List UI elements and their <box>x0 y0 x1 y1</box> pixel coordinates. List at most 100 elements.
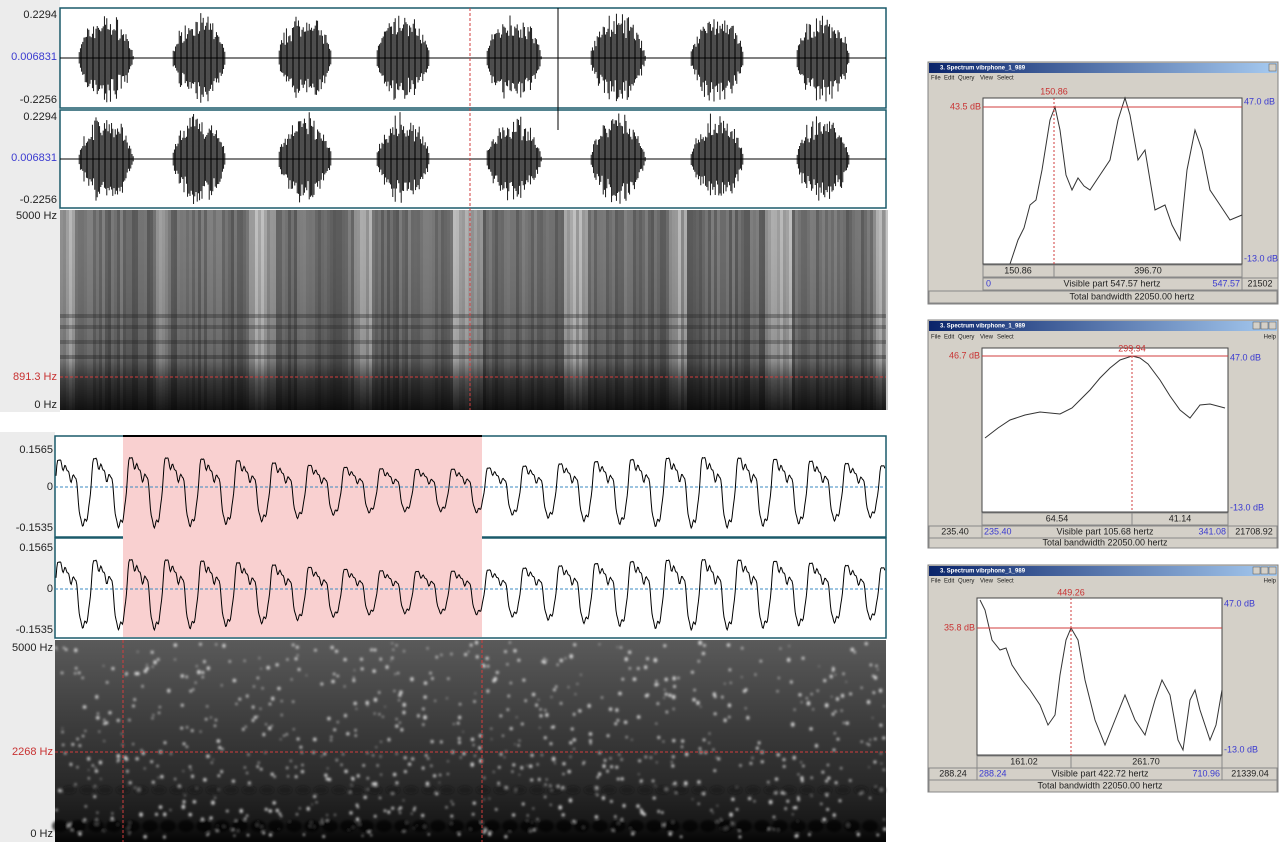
interval-label: 64.54 <box>1046 513 1069 523</box>
amplitude-tick: -0.1535 <box>16 522 53 534</box>
spectrogram-blob <box>412 820 428 832</box>
spectrogram-blob <box>170 786 184 794</box>
spectrogram-blob <box>646 820 662 832</box>
frequency-tick: 0 Hz <box>34 399 57 411</box>
total-label: Total bandwidth 22050.00 hertz <box>1042 537 1168 547</box>
amplitude-tick: 0.1565 <box>19 542 53 554</box>
menu-item[interactable]: File <box>931 76 941 82</box>
spectrum-window: 3. Spectrum vibrphone_1_989 File Edit Qu… <box>928 565 1278 792</box>
window-button[interactable] <box>1261 322 1268 329</box>
visible-end: 341.08 <box>1198 526 1226 536</box>
frequency-cursor-label: 449.26 <box>1057 587 1085 597</box>
interval-label: 161.02 <box>1010 756 1038 766</box>
spectrogram-blob <box>484 820 500 832</box>
window-button[interactable] <box>1261 567 1268 574</box>
window-title: 3. Spectrum vibrphone_1_989 <box>940 66 1026 72</box>
menu-item[interactable]: Query <box>958 335 974 341</box>
spectrogram-blob <box>772 820 788 832</box>
spectrogram-blob <box>376 820 392 832</box>
visible-start: 235.40 <box>984 526 1012 536</box>
spectrogram-blob <box>728 786 742 794</box>
visible-label: Visible part 105.68 hertz <box>1057 526 1154 536</box>
menu-item[interactable]: Select <box>997 335 1014 341</box>
spectrogram-blob <box>98 786 112 794</box>
visible-start: 288.24 <box>979 768 1007 778</box>
spectrogram-blob <box>574 820 590 832</box>
window-button[interactable] <box>1269 567 1276 574</box>
spectrogram-blob <box>134 786 148 794</box>
amplitude-tick: 0.2294 <box>23 111 57 123</box>
spectrogram-blob <box>710 786 724 794</box>
spectrogram-blob <box>268 820 284 832</box>
menu-item[interactable]: View <box>980 76 994 82</box>
remainder: 21502 <box>1247 278 1272 288</box>
spectrogram-blob <box>70 820 86 832</box>
menu-item[interactable]: Select <box>997 76 1014 82</box>
menu-item[interactable]: View <box>980 579 994 585</box>
frequency-tick: 5000 Hz <box>16 210 57 222</box>
menu-item[interactable]: Query <box>958 579 974 585</box>
spectrogram-blob <box>224 786 238 794</box>
spectrogram-blob <box>206 786 220 794</box>
menu-item[interactable]: View <box>980 335 994 341</box>
menu-item[interactable]: File <box>931 335 941 341</box>
menu-item[interactable]: Edit <box>944 335 955 341</box>
spectrogram-blob <box>62 786 76 794</box>
spectrogram-blob <box>790 820 806 832</box>
spectrogram-blob <box>332 786 346 794</box>
spectrogram-blob <box>142 820 158 832</box>
screen: 0.2294 0.006831 -0.2256 0.2294 0.006831 … <box>0 0 1282 842</box>
spectrogram-blob <box>700 820 716 832</box>
menu-item[interactable]: Edit <box>944 76 955 82</box>
db-bottom: -13.0 dB <box>1224 744 1258 754</box>
spectrogram-shade <box>60 210 886 410</box>
amplitude-tick: -0.2256 <box>20 94 57 106</box>
spectrogram-blob <box>476 786 490 794</box>
spectrogram-blob <box>836 786 850 794</box>
visible-label: Visible part 547.57 hertz <box>1064 278 1161 288</box>
window-button[interactable] <box>1269 64 1276 71</box>
spectrogram-blob <box>80 786 94 794</box>
db-cursor-label: 46.7 dB <box>949 350 980 360</box>
frequency-tick: 0 Hz <box>30 828 53 840</box>
menu-item[interactable]: Select <box>997 579 1014 585</box>
db-top: 47.0 dB <box>1230 352 1261 362</box>
spectrogram-blob <box>314 786 328 794</box>
amplitude-tick: -0.1535 <box>16 624 53 636</box>
spectrogram-blob <box>872 786 886 794</box>
spectrogram-blob <box>674 786 688 794</box>
amplitude-tick: -0.2256 <box>20 194 57 206</box>
db-cursor-label: 35.8 dB <box>944 622 975 632</box>
menu-item[interactable]: Help <box>1264 335 1277 341</box>
spectrogram-blob <box>808 820 824 832</box>
visible-start: 0 <box>986 278 991 288</box>
spectrogram-blob <box>556 820 572 832</box>
spectrogram-blob <box>538 820 554 832</box>
spectrogram-blob <box>592 820 608 832</box>
amplitude-tick: 0.2294 <box>23 9 57 21</box>
spectrogram-blob <box>628 820 644 832</box>
spectrogram-blob <box>260 786 274 794</box>
amplitude-tick: 0 <box>47 583 53 595</box>
spectrum-window: 3. Spectrum vibrphone_1_989 File Edit Qu… <box>928 320 1278 548</box>
spectrogram-blob <box>322 820 338 832</box>
spectrum-window: 3. Spectrum vibrphone_1_989 File Edit Qu… <box>928 62 1278 304</box>
spectrogram-blob <box>394 820 410 832</box>
total-label: Total bandwidth 22050.00 hertz <box>1037 780 1163 790</box>
window-button[interactable] <box>1269 322 1276 329</box>
db-top: 47.0 dB <box>1244 96 1275 106</box>
spectrogram-blob <box>692 786 706 794</box>
db-cursor-label: 43.5 dB <box>950 101 981 111</box>
spectrogram-blob <box>188 786 202 794</box>
menu-item[interactable]: Edit <box>944 579 955 585</box>
spectrogram-blob <box>232 820 248 832</box>
window-button[interactable] <box>1253 567 1260 574</box>
spectrogram-blob <box>638 786 652 794</box>
spectrogram-blob <box>584 786 598 794</box>
menu-item[interactable]: Query <box>958 76 974 82</box>
menu-item[interactable]: File <box>931 579 941 585</box>
menu-item[interactable]: Help <box>1264 579 1277 585</box>
spectrogram-blob <box>422 786 436 794</box>
window-button[interactable] <box>1253 322 1260 329</box>
spectrogram-blob <box>160 820 176 832</box>
